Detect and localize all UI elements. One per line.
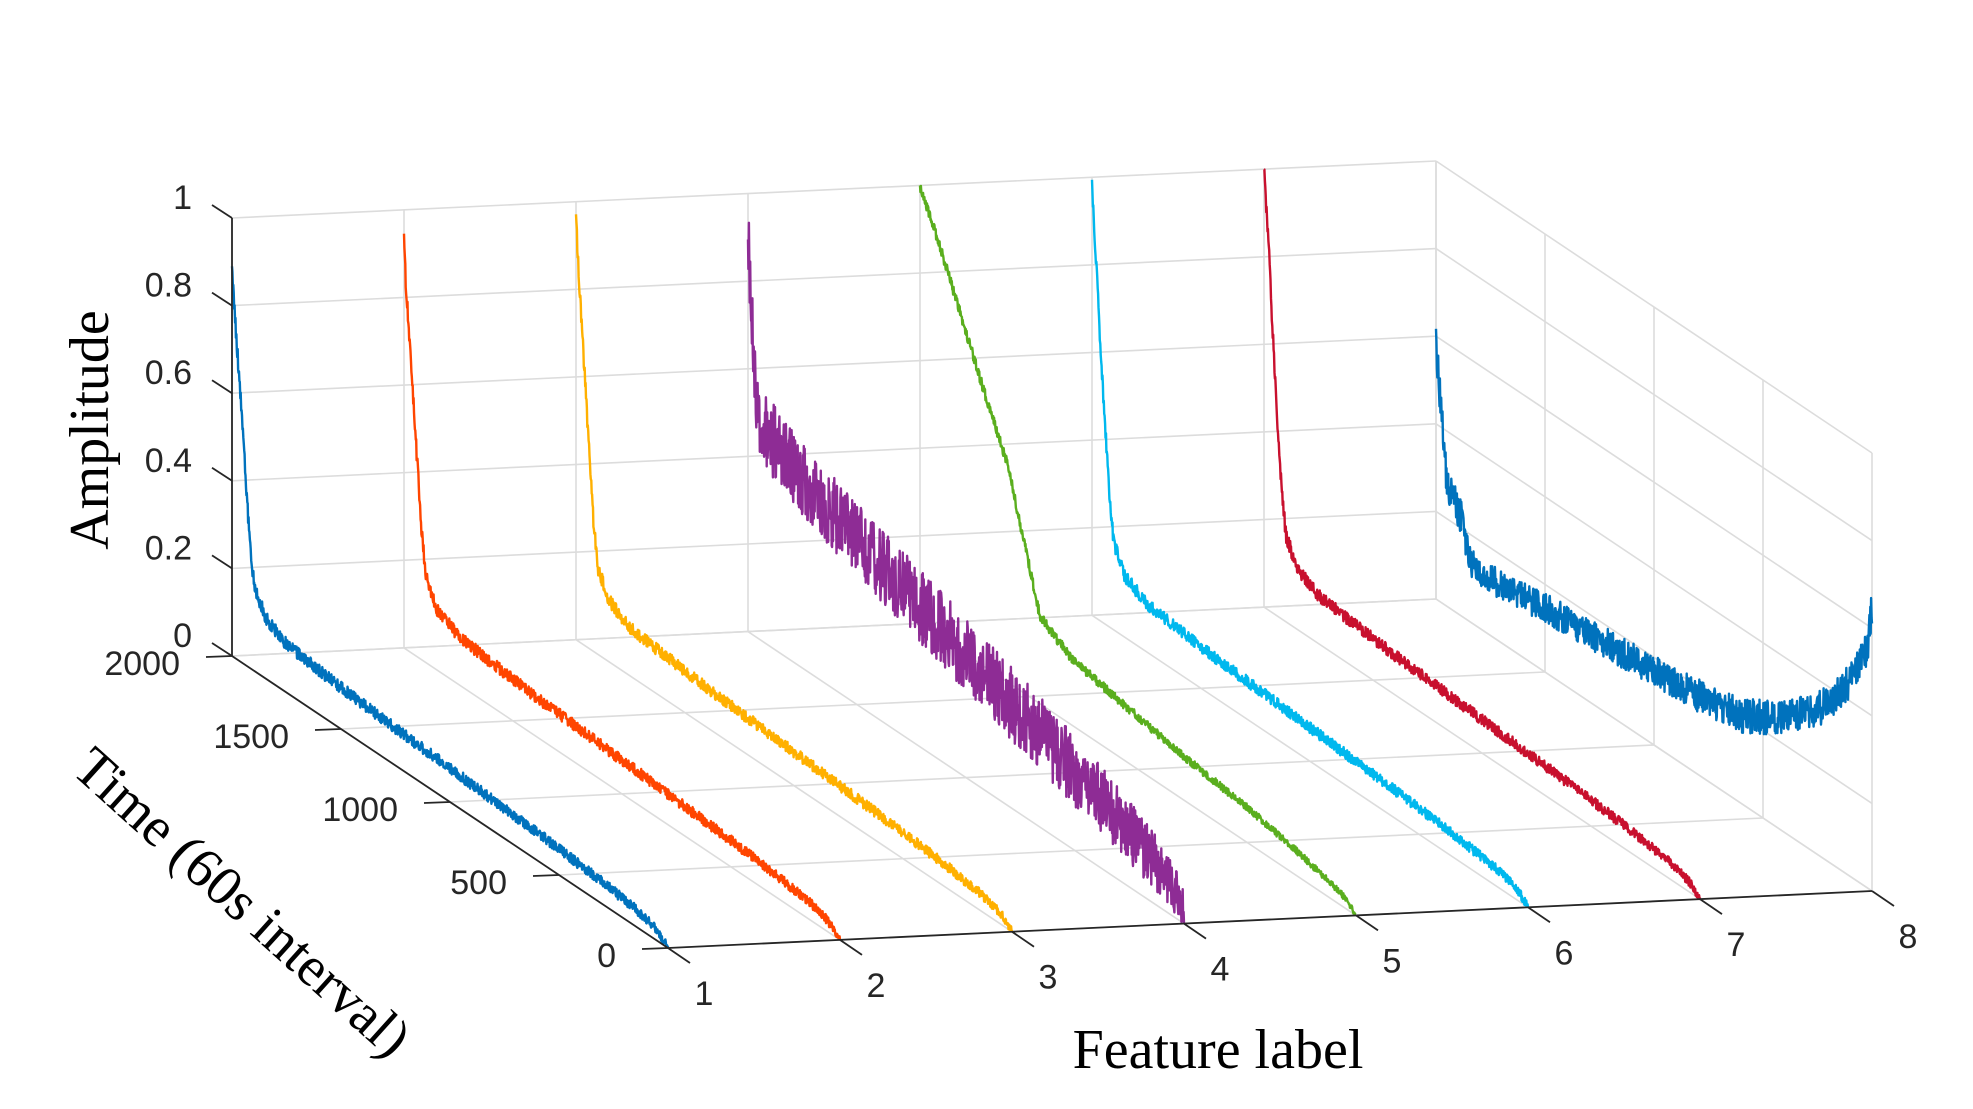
grid-line: [231, 247, 1437, 307]
series-line-feature-3: [574, 214, 1014, 933]
x-tick: [1355, 914, 1379, 932]
grid-line: [1435, 598, 1873, 892]
x-tick: [1871, 890, 1895, 907]
series-line-feature-8: [1434, 328, 1874, 736]
series-line-feature-7: [1263, 168, 1702, 901]
y-tick-label: 500: [450, 864, 507, 902]
x-tick: [1183, 922, 1207, 940]
grid-line: [1435, 247, 1873, 542]
grid-line: [1435, 423, 1873, 717]
z-tick-label: 0.6: [145, 354, 192, 392]
series-line-feature-4: [746, 221, 1186, 924]
grid-layer: [231, 160, 1873, 949]
z-tick: [211, 379, 233, 394]
series-line-feature-2: [402, 233, 842, 941]
x-tick: [1527, 906, 1551, 924]
x-axis-line: [667, 890, 1873, 949]
y-tick: [205, 655, 233, 658]
y-tick: [423, 801, 451, 804]
z-tick-label: 0.8: [145, 267, 192, 305]
y-tick: [314, 728, 342, 731]
series-line-feature-6: [1090, 179, 1530, 908]
x-tick-label: 5: [1383, 942, 1402, 980]
x-tick-label: 4: [1211, 951, 1230, 989]
x-tick-label: 3: [1039, 959, 1058, 997]
y-tick-label: 0: [597, 937, 616, 975]
z-tick: [211, 642, 233, 657]
z-tick-label: 0.4: [145, 442, 192, 480]
y-tick-label: 1500: [213, 718, 289, 756]
x-tick-label: 6: [1555, 934, 1574, 972]
z-tick: [211, 467, 233, 482]
grid-line: [231, 160, 1437, 219]
grid-line: [340, 671, 1546, 730]
z-tick: [211, 291, 233, 307]
x-tick-label: 1: [695, 975, 714, 1013]
grid-line: [231, 335, 1437, 394]
x-tick-label: 8: [1899, 918, 1918, 956]
x-tick: [1011, 930, 1035, 948]
z-axis-title: Amplitude: [59, 310, 121, 550]
z-tick: [211, 554, 233, 570]
z-tick-label: 0: [173, 617, 192, 655]
series-line-feature-1: [230, 266, 670, 949]
y-tick: [532, 874, 560, 877]
y-axis-title: Time (60s interval): [61, 736, 422, 1070]
z-tick-label: 1: [173, 179, 192, 217]
grid-line: [231, 598, 1437, 657]
y-tick: [641, 947, 669, 950]
x-tick-label: 7: [1727, 926, 1746, 964]
y-tick-label: 1000: [322, 791, 398, 829]
series-layer: [230, 168, 1874, 949]
y-tick-label: 2000: [104, 645, 180, 683]
x-tick-label: 2: [867, 967, 886, 1005]
x-axis-title: Feature label: [1073, 1019, 1364, 1081]
x-tick: [667, 947, 691, 964]
z-tick-label: 0.2: [145, 529, 192, 567]
grid-line: [1435, 160, 1873, 454]
z-tick: [211, 204, 233, 219]
x-tick: [1699, 898, 1723, 915]
series-line-feature-5: [918, 184, 1357, 916]
grid-line: [1435, 335, 1873, 629]
x-tick: [839, 939, 863, 956]
grid-line: [231, 423, 1437, 482]
